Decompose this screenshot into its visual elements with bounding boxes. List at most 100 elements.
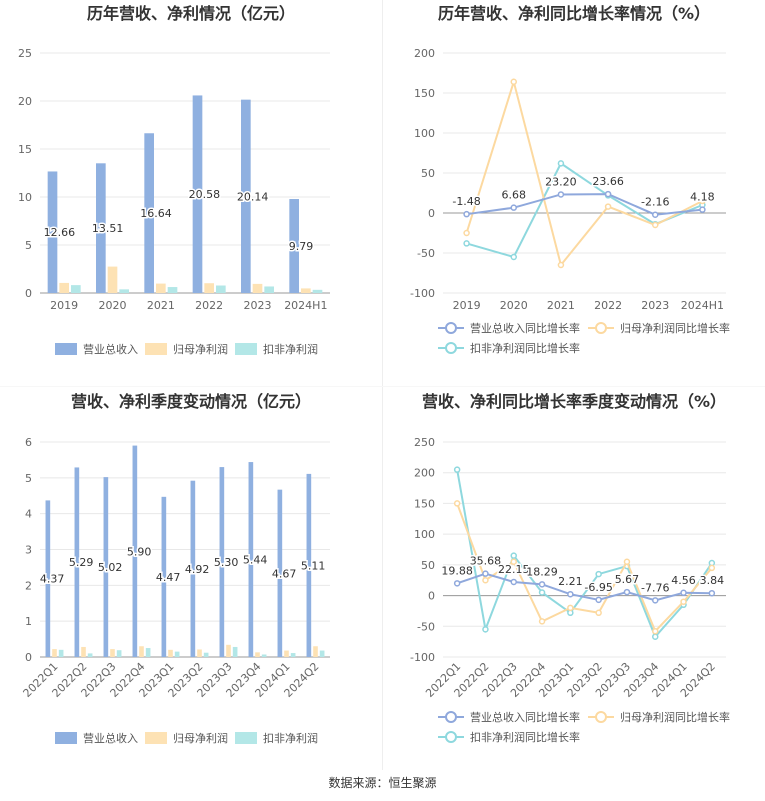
x-tick-label: 2021 <box>547 299 575 312</box>
y-tick-label: 100 <box>414 127 435 140</box>
quarterly-growth-rate-chart: 营收、净利同比增长率季度变动情况（%） -100 -50 0 50 100 150 200 25… <box>383 390 765 780</box>
data-label: 12.66 <box>44 226 76 239</box>
series-point-0 <box>595 596 602 604</box>
bar-2023Q4-0 <box>248 462 254 657</box>
bar-2024H1-1 <box>301 288 311 293</box>
chart-title: 营收、净利同比增长率季度变动情况（%） <box>422 392 726 411</box>
legend-marker <box>445 322 457 334</box>
data-label: 16.64 <box>140 207 172 220</box>
y-tick-label: 25 <box>18 47 32 60</box>
bar-2022Q3-1 <box>110 649 115 657</box>
y-tick-label: -100 <box>410 651 435 664</box>
y-tick-label: 0 <box>428 207 435 220</box>
bar-2024Q1-2 <box>290 653 296 657</box>
bar-2023Q2-2 <box>203 652 209 657</box>
series-point-1 <box>623 558 631 566</box>
series-point-2 <box>510 552 517 559</box>
chart-title: 历年营收、净利情况（亿元） <box>87 4 295 23</box>
legend-label: 扣非净利润同比增长率 <box>470 341 580 355</box>
data-label: -6.95 <box>584 581 612 594</box>
bar-2019-0 <box>47 171 58 293</box>
bar-2021-1 <box>156 283 166 293</box>
series-point-0 <box>510 204 517 211</box>
y-tick-label: 150 <box>414 497 435 510</box>
data-label: 13.51 <box>92 222 124 235</box>
bar-2022Q2-0 <box>74 467 80 657</box>
y-tick-label: 3 <box>25 544 32 557</box>
data-label: 5.11 <box>301 559 326 572</box>
x-tick-label: 2022 <box>195 299 223 312</box>
series-point-0 <box>567 590 574 598</box>
data-label: 23.66 <box>592 175 624 188</box>
series-point-1 <box>595 609 602 617</box>
bar-2022Q2-2 <box>87 653 93 657</box>
legend-swatch <box>145 343 167 355</box>
legend-label: 归母净利润 <box>173 731 228 745</box>
data-label: 9.79 <box>289 240 314 253</box>
y-tick-label: 10 <box>18 191 32 204</box>
bar-2024H1-0 <box>289 199 299 293</box>
y-tick-label: 6 <box>25 436 32 449</box>
data-label: 5.30 <box>214 556 239 569</box>
bar-2019-2 <box>71 285 81 293</box>
bar-2023Q2-0 <box>190 480 196 657</box>
legend-label: 营业总收入同比增长率 <box>470 710 580 724</box>
series-point-1 <box>680 598 687 605</box>
legend-label: 扣非净利润同比增长率 <box>470 730 580 744</box>
quarterly-revenue-profit-chart: 营收、净利季度变动情况（亿元） 0 1 2 3 4 5 6 2022Q1 2022Q2 2022Q3… <box>0 390 382 780</box>
series-point-1 <box>567 604 574 612</box>
bar-2023-2 <box>264 286 274 293</box>
y-tick-label: 4 <box>25 508 32 521</box>
series-point-0 <box>510 578 517 586</box>
data-label: 5.29 <box>69 556 94 569</box>
x-tick-label: 2020 <box>500 299 528 312</box>
series-point-1 <box>463 229 470 237</box>
series-point-0 <box>680 589 687 597</box>
data-label: 5.44 <box>243 554 268 567</box>
annual-revenue-profit-chart: 历年营收、净利情况（亿元） 0 5 10 15 20 25 2019 2020 2021 2022 2… <box>0 0 382 390</box>
bar-2024Q1-0 <box>277 489 283 657</box>
data-label: 18.29 <box>526 565 558 578</box>
bar-2023-1 <box>252 283 263 293</box>
series-point-2 <box>453 466 461 473</box>
series-point-2 <box>538 589 546 596</box>
bar-2024H1-2 <box>312 289 323 293</box>
data-label: 22.15 <box>498 563 530 576</box>
series-point-1 <box>708 564 716 572</box>
data-label: 4.18 <box>690 191 715 204</box>
series-point-0 <box>482 570 489 577</box>
y-tick-label: 200 <box>414 467 435 480</box>
series-point-0 <box>463 210 470 218</box>
y-tick-label: 0 <box>25 287 32 300</box>
bar-2023Q1-0 <box>161 496 167 657</box>
series-line-0 <box>456 572 712 602</box>
legend-label: 归母净利润 <box>173 342 228 356</box>
legend-marker <box>445 711 457 723</box>
bar-2022Q4-2 <box>145 648 151 657</box>
chart-svg: 营收、净利季度变动情况（亿元）01234562022Q12022Q22022Q3… <box>21 392 330 745</box>
bar-2020-2 <box>119 289 129 293</box>
series-line-2 <box>456 469 713 639</box>
bar-2022Q3-2 <box>116 650 122 657</box>
data-label: 35.68 <box>470 555 502 568</box>
data-label: -7.76 <box>641 581 669 594</box>
series-point-1 <box>652 221 659 229</box>
series-line-1 <box>465 78 703 268</box>
x-tick-label: 2021 <box>147 299 175 312</box>
legend-swatch <box>55 732 77 744</box>
y-tick-label: 150 <box>414 87 435 100</box>
y-tick-label: 20 <box>18 95 32 108</box>
y-tick-label: 200 <box>414 47 435 60</box>
bar-2024Q2-1 <box>313 646 318 657</box>
bar-2022Q1-2 <box>58 649 64 657</box>
legend-label: 扣非净利润 <box>263 731 318 745</box>
bar-2022-1 <box>204 283 214 293</box>
y-tick-label: 0 <box>25 651 32 664</box>
bar-2023Q1-1 <box>168 649 173 657</box>
y-tick-label: 15 <box>18 143 32 156</box>
series-point-0 <box>557 191 565 198</box>
bar-2020-0 <box>96 163 106 293</box>
bar-2024Q1-1 <box>284 650 289 657</box>
legend-marker <box>445 731 457 743</box>
y-tick-label: -50 <box>417 247 435 260</box>
